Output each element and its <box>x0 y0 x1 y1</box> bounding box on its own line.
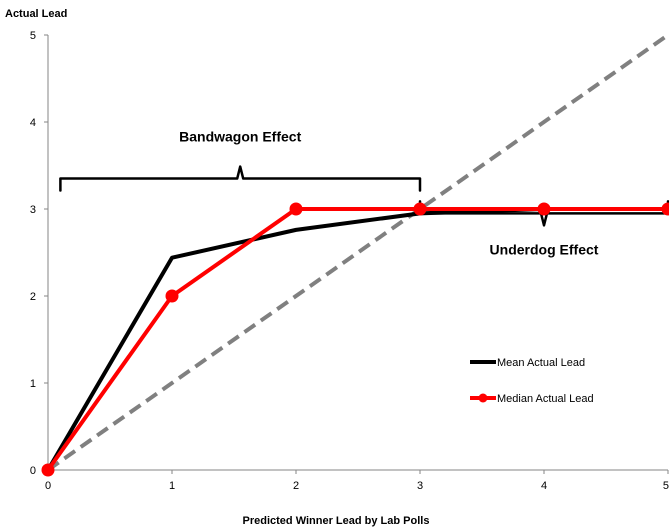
axes <box>44 34 669 474</box>
median-data-point <box>41 463 55 477</box>
effect-brace <box>59 165 422 192</box>
y-tick-label: 0 <box>30 465 36 477</box>
series-group <box>41 202 669 477</box>
y-tick-label: 3 <box>30 204 36 216</box>
legend-entry-label: Mean Actual Lead <box>497 357 585 369</box>
median-data-point <box>413 202 427 216</box>
legend: Mean Actual Lead Median Actual Lead <box>470 357 594 405</box>
median-data-point <box>165 289 179 303</box>
x-tick-label: 3 <box>417 480 423 492</box>
reference-line <box>46 33 669 472</box>
y-axis-title: Actual Lead <box>5 8 67 20</box>
legend-swatch-marker <box>478 393 488 403</box>
y-tick-label: 5 <box>30 30 36 42</box>
x-tick-label: 5 <box>663 480 669 492</box>
legend-entry-label: Median Actual Lead <box>497 393 594 405</box>
y-tick-label: 2 <box>30 291 36 303</box>
x-tick-label: 1 <box>169 480 175 492</box>
y-tick-label: 1 <box>30 378 36 390</box>
annotations: Bandwagon Effect Underdog Effect <box>59 129 669 257</box>
effect-label: Underdog Effect <box>490 241 599 257</box>
series-line-median <box>46 207 668 472</box>
median-data-point <box>537 202 551 216</box>
tick-labels: 0 1 2 3 4 5 0 1 2 3 4 5 <box>30 30 669 492</box>
y-tick-label: 4 <box>30 117 36 129</box>
reference-diagonal-line <box>46 33 669 472</box>
x-axis-title: Predicted Winner Lead by Lab Polls <box>243 515 430 527</box>
x-tick-label: 2 <box>293 480 299 492</box>
x-tick-label: 0 <box>45 480 51 492</box>
median-data-point <box>661 202 669 216</box>
x-tick-label: 4 <box>541 480 547 492</box>
median-data-point <box>289 202 303 216</box>
effect-label: Bandwagon Effect <box>179 129 301 145</box>
